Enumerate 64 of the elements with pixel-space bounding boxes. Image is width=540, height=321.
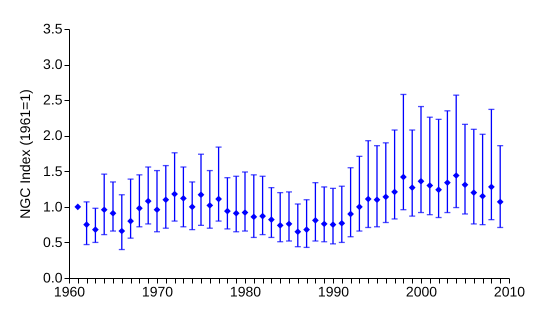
point [347,210,354,218]
point [426,182,434,189]
point [408,184,416,192]
x-tick-label: 2000 [406,284,438,300]
point [250,213,258,220]
point [242,209,248,216]
x-tick-label: 1990 [318,284,350,300]
y-tick-label: 1.0 [43,198,63,214]
point [444,179,451,186]
point [171,190,178,198]
y-tick-label: 0.5 [43,234,63,250]
point [118,228,126,234]
point [382,194,390,200]
point [232,210,240,217]
y-tick-label: 3.0 [43,56,63,72]
point [452,172,460,179]
point [286,220,292,228]
point [391,188,398,196]
point [268,216,275,224]
y-tick-label: 1.5 [43,162,63,179]
point [215,196,222,202]
point [136,204,143,212]
y-tick-label: 2.5 [43,92,63,108]
point [198,191,204,198]
y-tick-label: 2.0 [43,127,63,144]
point [496,198,504,206]
point [418,178,424,185]
point [479,192,486,200]
point [83,221,90,228]
point [144,198,152,205]
point [74,204,82,210]
point [338,220,346,227]
point [259,212,266,220]
point [92,226,99,233]
point [374,196,380,204]
y-axis-title: NGC Index (1961=1) [17,89,34,219]
point [312,217,319,224]
y-tick-label: 3.5 [43,20,63,36]
point [224,208,231,214]
point [180,194,187,202]
y-tick-label: 0.0 [43,270,63,286]
point [364,196,372,202]
point [462,181,468,188]
point [470,189,478,196]
point [100,206,108,214]
point [154,206,160,214]
x-tick-label: 1960 [54,284,86,300]
point [127,218,134,224]
x-tick-label: 1970 [142,284,174,300]
point [330,221,336,228]
point [188,204,196,210]
point [294,228,302,236]
point [400,174,407,180]
point [356,204,363,210]
point [435,186,442,194]
point [162,196,170,204]
point [303,226,310,233]
x-tick-label: 1980 [230,284,262,300]
point [110,210,116,217]
point [488,184,495,190]
point [206,202,214,209]
point [276,222,284,229]
point [320,220,328,228]
x-tick-label: 2010 [494,284,526,300]
